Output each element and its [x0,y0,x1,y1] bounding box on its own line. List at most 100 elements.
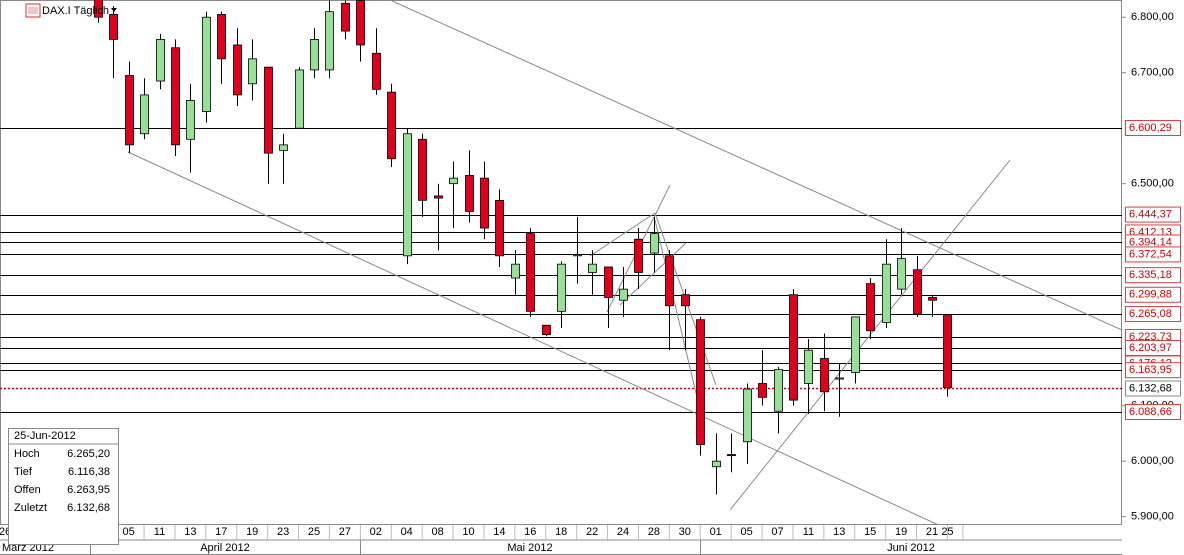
x-tick-label: 08 [431,526,443,538]
x-tick-label: 07 [771,526,783,538]
last-label-box [1125,380,1181,397]
y-tick-label: 6.800,00 [1131,11,1174,23]
info-value: 6.263,95 [67,484,110,496]
trend-line [654,219,701,411]
info-value: 6.132,68 [67,502,110,514]
candle-body [233,44,242,96]
icon [28,7,38,14]
candle-body [897,258,906,290]
level-label: 6.299,88 [1129,289,1172,301]
header: DAX.I Täglich [25,3,117,18]
candle-body [202,16,211,112]
x-tick-label: 14 [493,526,505,538]
month-label: April 2012 [200,542,250,554]
level-label: 6.223,73 [1129,331,1172,343]
candle-body [109,14,118,40]
candle-body [542,324,551,336]
info-value: 6.116,38 [68,466,110,478]
candle-body [279,144,288,151]
candle-body [820,358,829,393]
candle-body [511,263,520,279]
candle-body [913,269,922,315]
level-label: 6.163,95 [1129,364,1172,376]
x-tick-label: 10 [462,526,474,538]
candle-body [465,174,474,212]
candle-body [573,254,582,257]
candle-body [264,66,273,154]
candle-body [943,314,952,388]
x-tick-label: 05 [122,526,134,538]
info-date: 25-Jun-2012 [14,430,76,442]
candle-body [372,52,381,90]
candle-body [789,294,798,401]
info-label: Zuletzt [14,502,47,514]
info-label: Tief [14,466,33,478]
level-label-box [1125,120,1181,137]
info-frame [8,428,119,545]
candle-body [928,297,937,301]
candle-body [217,14,226,60]
candle-body [325,11,334,71]
x-tick-label: 23 [277,526,289,538]
x-tick-label: 11 [154,526,165,538]
x-tick-label: 18 [555,526,567,538]
candle-body [186,100,195,140]
candle-body [619,288,628,301]
candle-body [634,238,643,273]
level-label-box [1125,267,1181,284]
candle-body [526,233,535,312]
info-label: Offen [14,484,41,496]
y-tick-label: 6.500,00 [1131,178,1174,190]
x-tick-label: 25 [308,526,320,538]
x-tick-label: 01 [710,526,722,538]
candle-body [387,91,396,160]
info-box: 25-Jun-2012 Hoch 6.265,20 Tief 6.116,38 Offe… [8,428,119,545]
y-tick-label: 6.700,00 [1131,67,1174,79]
candle-body [171,47,180,146]
trend-line [619,242,687,306]
level-label-box [1125,306,1181,323]
candle-body [480,177,489,229]
candle-body [557,263,566,312]
candle-body [835,377,844,380]
candle-body [495,199,504,257]
x-tick-label: 17 [215,526,227,538]
x-tick-label: 19 [246,526,258,538]
level-label: 6.394,14 [1129,236,1172,248]
candle-body [665,255,674,307]
trend-line [127,151,940,525]
y-tick-label: 5.900,00 [1131,511,1174,523]
x-tick-label: 25 [941,526,953,538]
candles-layer [94,0,952,495]
candle-body [743,388,752,443]
candle-body [712,460,721,468]
candle-body [604,266,613,298]
candle-body [248,58,257,85]
candle-body [758,383,767,398]
level-label: 6.600,29 [1129,122,1172,134]
level-label-box [1125,286,1181,303]
candle-body [341,2,350,32]
x-tick-label: 26 [0,526,11,538]
candle-body [140,94,149,135]
level-label: 6.444,37 [1129,208,1172,220]
level-label: 6.203,97 [1129,342,1172,354]
candle-body [156,39,165,82]
x-tick-label: 02 [370,526,382,538]
axes: 5.900,006.000,006.100,006.500,006.700,00… [0,11,1181,555]
candle-body [295,69,304,129]
x-tick-label: 05 [740,526,752,538]
level-label-box [1125,246,1181,263]
candle-body [125,75,134,146]
levels-layer [0,128,1122,413]
dropdown-arrow[interactable] [111,8,117,12]
candle-body [356,0,365,46]
candle-body [449,177,458,185]
x-tick-label: 27 [339,526,351,538]
chart-title: DAX.I Täglich [42,5,109,17]
info-label: Hoch [14,448,40,460]
candle-body [418,138,427,201]
x-tick-label: 24 [617,526,629,538]
